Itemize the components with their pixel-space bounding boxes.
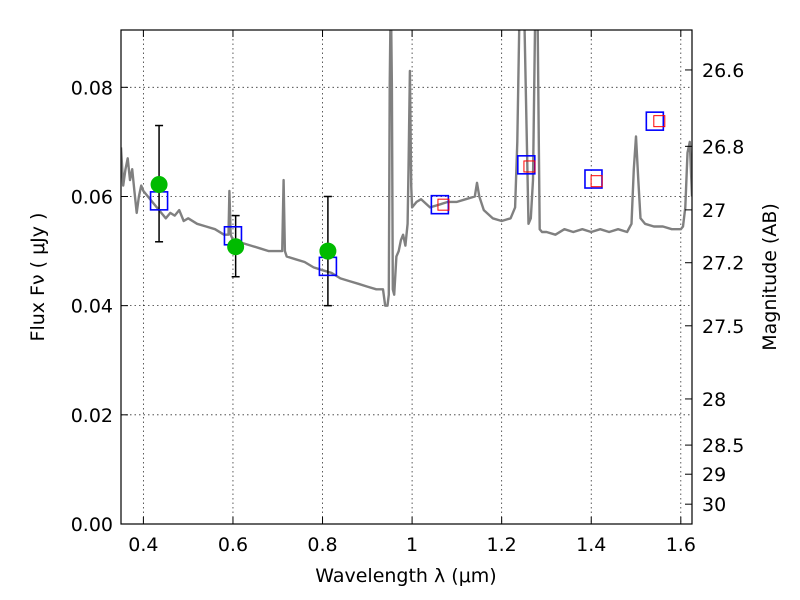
- x-tick-label: 1.4: [576, 534, 606, 556]
- magnitude-tick-label: 26.6: [702, 60, 744, 82]
- upper-limit-square: [653, 115, 666, 128]
- upper-limit-square: [437, 198, 450, 211]
- magnitude-axis-label: Magnitude (AB): [759, 203, 781, 351]
- y-tick-label: 0.00: [71, 514, 113, 536]
- upper-limit-square: [590, 175, 603, 188]
- magnitude-tick-label: 27: [702, 200, 726, 222]
- observed-photometry-point: [150, 175, 168, 193]
- magnitude-tick-label: 27.2: [702, 253, 744, 275]
- y-axis-label: Flux Fν ( μJy ): [27, 213, 49, 342]
- model-sed-line: [121, 30, 692, 307]
- observed-photometry-markers: [150, 175, 337, 260]
- magnitude-tick-label: 27.5: [702, 316, 744, 338]
- y-tick-label: 0.08: [71, 77, 113, 99]
- plot-frame: [120, 29, 693, 525]
- upper-limit-markers: [437, 115, 666, 211]
- plot-content: [121, 30, 692, 307]
- model-photometry-square: [430, 194, 450, 215]
- y-tick-label: 0.02: [71, 405, 113, 427]
- magnitude-tick-label: 30: [702, 494, 726, 516]
- x-tick-label: 1.2: [487, 534, 517, 556]
- upper-limit-square: [523, 160, 536, 173]
- x-tick-label: 1.6: [666, 534, 696, 556]
- observed-photometry-point: [227, 238, 245, 256]
- x-tick-label: 0.4: [128, 534, 158, 556]
- magnitude-tick-label: 29: [702, 464, 726, 486]
- y-tick-label: 0.04: [71, 296, 113, 318]
- y-axis-ticks: 0.00 0.02 0.04 0.06 0.08: [71, 77, 128, 536]
- y-tick-label: 0.06: [71, 186, 113, 208]
- x-axis-ticks: 0.4 0.6 0.8 1 1.2 1.4 1.6: [128, 30, 696, 556]
- model-photometry-square: [645, 111, 665, 131]
- magnitude-tick-label: 28.5: [702, 435, 744, 457]
- x-tick-label: 0.8: [307, 534, 337, 556]
- x-tick-label: 1: [406, 534, 418, 556]
- x-tick-label: 0.6: [218, 534, 248, 556]
- magnitude-tick-label: 26.8: [702, 136, 744, 158]
- grid: [121, 30, 692, 525]
- observed-photometry-point: [319, 242, 337, 260]
- x-axis-label: Wavelength λ (μm): [315, 565, 496, 587]
- model-photometry-square: [584, 169, 603, 189]
- magnitude-tick-label: 28: [702, 389, 726, 411]
- magnitude-axis-ticks: 26.6 26.8 27 27.2 27.5 28 28.5 29 30: [685, 60, 744, 516]
